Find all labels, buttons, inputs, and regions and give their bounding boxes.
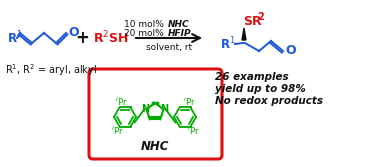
Text: N: N [161, 104, 169, 114]
Text: $^i$Pr: $^i$Pr [111, 125, 123, 137]
Text: O: O [68, 26, 79, 39]
Text: N: N [141, 104, 150, 114]
Text: 20 mol%: 20 mol% [124, 29, 167, 38]
Text: R$^2$SH: R$^2$SH [93, 30, 129, 46]
Text: yield up to 98%: yield up to 98% [215, 84, 306, 94]
Text: No redox products: No redox products [215, 96, 323, 106]
Polygon shape [242, 28, 246, 40]
Text: R$^1$: R$^1$ [220, 36, 236, 52]
Text: NHC: NHC [141, 140, 169, 153]
Text: 10 mol%: 10 mol% [124, 20, 167, 29]
Text: R$^1$: R$^1$ [7, 30, 23, 46]
Text: NHC: NHC [168, 20, 190, 29]
Text: HFIP: HFIP [168, 29, 192, 38]
Text: solvent, rt: solvent, rt [146, 42, 192, 51]
Text: 26 examples: 26 examples [215, 72, 289, 82]
Text: $^i$Pr: $^i$Pr [183, 96, 195, 108]
Text: 2: 2 [257, 12, 264, 22]
FancyBboxPatch shape [89, 69, 222, 159]
Text: $^i$Pr: $^i$Pr [115, 96, 127, 108]
Text: O: O [285, 43, 296, 56]
Text: R$^1$, R$^2$ = aryl, alkyl: R$^1$, R$^2$ = aryl, alkyl [5, 62, 97, 78]
Text: $^i$Pr: $^i$Pr [187, 125, 199, 137]
Text: SR: SR [243, 15, 262, 28]
Text: +: + [75, 29, 89, 47]
